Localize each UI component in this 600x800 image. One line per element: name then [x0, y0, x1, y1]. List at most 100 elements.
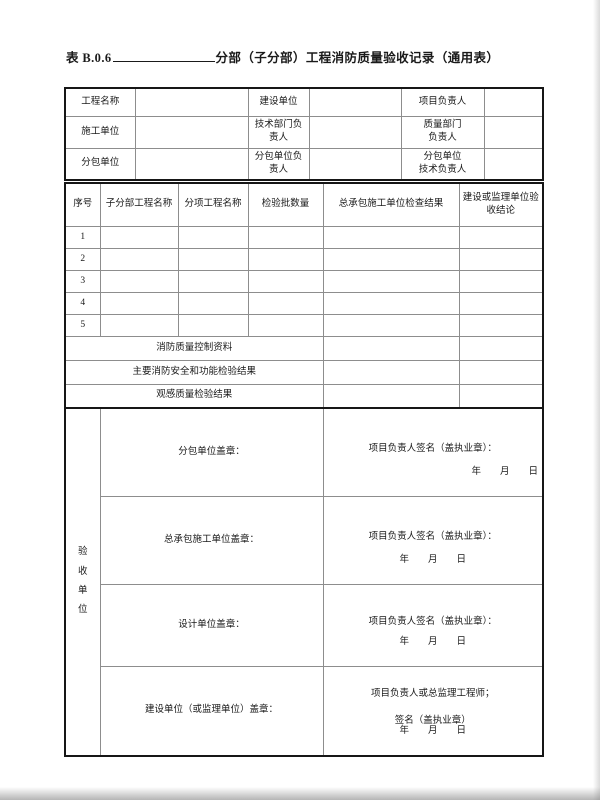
- cell-conclusion: [458, 313, 544, 337]
- label-project-name: 工程名称: [64, 87, 136, 117]
- sign-label: 项目负责人签名（盖执业章）：: [368, 443, 497, 454]
- header-contractor-check-result: 总承包施工单位检查结果: [322, 182, 460, 227]
- items-header-row: 序号 子分部工程名称 分项工程名称 检验批数量 总承包施工单位检查结果 建设或监…: [64, 182, 544, 227]
- value-constructor-unit: [134, 115, 249, 149]
- cell-sub-part: [99, 225, 179, 249]
- cell-item: [177, 291, 249, 315]
- value-tech-dept-leader: [308, 115, 402, 149]
- cell-sub-part: [99, 269, 179, 293]
- cell-item: [177, 269, 249, 293]
- sign-label-line2: 签名（盖执业章）: [394, 715, 471, 726]
- form-title: 表 B.0.6 分部（子分部）工程消防质量验收记录（通用表）: [66, 47, 499, 66]
- header-sub-part-name: 子分部工程名称: [99, 182, 179, 227]
- sign-general-contractor: 项目负责人签名（盖执业章）： 年 月 日: [322, 495, 544, 585]
- item-row-1: 1: [64, 225, 544, 249]
- label-project-leader: 项目负责人: [400, 87, 485, 117]
- cell-conclusion: [458, 247, 544, 271]
- cell-conclusion: [458, 269, 544, 293]
- cell-batch: [247, 269, 324, 293]
- cell-conclusion: [458, 335, 544, 361]
- value-project-leader: [483, 87, 544, 117]
- seq-no: 3: [64, 269, 101, 293]
- summary-label: 观感质量检验结果: [64, 383, 324, 409]
- item-row-4: 4: [64, 291, 544, 315]
- sign-label: 项目负责人签名（盖执业章）：: [368, 616, 497, 627]
- value-project-name: [134, 87, 249, 117]
- value-subcontract-leader: [308, 147, 402, 181]
- cell-sub-part: [99, 247, 179, 271]
- acceptance-row-construction-or-supervision-unit: 建设单位（或监理单位）盖章： 项目负责人或总监理工程师； 签名（盖执业章） 年 …: [65, 665, 544, 757]
- cell-conclusion: [458, 225, 544, 249]
- label-tech-dept-leader: 技术部门负 责人: [247, 115, 310, 149]
- cell-check-result: [322, 291, 460, 315]
- project-info-table: 工程名称 建设单位 项目负责人 施工单位 技术部门负 责人 质量部门 负责人 分…: [64, 87, 544, 181]
- header-seq-no: 序号: [64, 182, 101, 227]
- cell-batch: [247, 291, 324, 315]
- cell-check-result: [322, 335, 460, 361]
- header-item-name: 分项工程名称: [177, 182, 249, 227]
- cell-item: [177, 225, 249, 249]
- scan-edge-bottom: [0, 787, 600, 800]
- cell-check-result: [322, 313, 460, 337]
- label-subcontract-unit: 分包单位: [64, 147, 136, 181]
- summary-label: 消防质量控制资料: [64, 335, 324, 361]
- sign-design-unit: 项目负责人签名（盖执业章）： 年 月 日: [322, 583, 544, 667]
- info-row-3: 分包单位 分包单位负 责人 分包单位 技术负责人: [64, 147, 544, 181]
- seq-no: 4: [64, 291, 101, 315]
- label-quality-dept-leader: 质量部门 负责人: [400, 115, 485, 149]
- cell-conclusion: [458, 359, 544, 385]
- summary-row-safety-function-results: 主要消防安全和功能检验结果: [64, 359, 544, 385]
- label-subcontract-tech-leader: 分包单位 技术负责人: [400, 147, 485, 181]
- info-row-2: 施工单位 技术部门负 责人 质量部门 负责人: [64, 115, 544, 149]
- inspection-items-table: 序号 子分部工程名称 分项工程名称 检验批数量 总承包施工单位检查结果 建设或监…: [64, 182, 544, 409]
- cell-batch: [247, 247, 324, 271]
- date-line: 年 月 日: [399, 726, 467, 737]
- cell-conclusion: [458, 291, 544, 315]
- cell-check-result: [322, 359, 460, 385]
- date-line: 年 月 日: [399, 554, 467, 565]
- item-row-2: 2: [64, 247, 544, 271]
- sign-subcontractor: 项目负责人签名（盖执业章）： 年 月 日: [322, 407, 544, 497]
- stamp-general-contractor: 总承包施工单位盖章：: [99, 495, 324, 585]
- acceptance-row-subcontractor: 验收单位 分包单位盖章： 项目负责人签名（盖执业章）： 年 月 日: [64, 407, 544, 757]
- cell-batch: [247, 225, 324, 249]
- acceptance-row-general-contractor: 总承包施工单位盖章： 项目负责人签名（盖执业章）： 年 月 日: [65, 495, 544, 585]
- cell-sub-part: [99, 313, 179, 337]
- summary-row-fire-quality-docs: 消防质量控制资料: [64, 335, 544, 361]
- sign-label: 项目负责人或总监理工程师；: [370, 689, 495, 700]
- cell-check-result: [322, 247, 460, 271]
- cell-check-result: [322, 383, 460, 409]
- sign-label: 项目负责人签名（盖执业章）：: [368, 531, 497, 542]
- info-row-1: 工程名称 建设单位 项目负责人: [64, 87, 544, 117]
- form-code: 表 B.0.6: [66, 51, 112, 65]
- cell-sub-part: [99, 291, 179, 315]
- cell-check-result: [322, 269, 460, 293]
- value-subcontract-unit: [134, 147, 249, 181]
- item-row-5: 5: [64, 313, 544, 337]
- acceptance-group-label: 验收单位: [64, 407, 101, 757]
- vertical-label-text: 验收单位: [77, 547, 88, 616]
- cell-check-result: [322, 225, 460, 249]
- seq-no: 5: [64, 313, 101, 337]
- stamp-construction-or-supervision-unit: 建设单位（或监理单位）盖章：: [99, 665, 324, 757]
- label-subcontract-leader: 分包单位负 责人: [247, 147, 310, 181]
- date-line: 年 月 日: [399, 636, 467, 647]
- stamp-design-unit: 设计单位盖章：: [99, 583, 324, 667]
- summary-label: 主要消防安全和功能检验结果: [64, 359, 324, 385]
- cell-conclusion: [458, 383, 544, 409]
- acceptance-signature-table: 验收单位 分包单位盖章： 项目负责人签名（盖执业章）： 年 月 日 总承包施工单…: [64, 407, 544, 757]
- scan-edge-right: [593, 0, 600, 800]
- value-subcontract-tech-leader: [483, 147, 544, 181]
- header-acceptance-conclusion: 建设或监理单位验 收结论: [458, 182, 544, 227]
- summary-row-appearance-results: 观感质量检验结果: [64, 383, 544, 409]
- sign-construction-or-supervision-unit: 项目负责人或总监理工程师； 签名（盖执业章） 年 月 日: [322, 665, 544, 757]
- acceptance-row-design-unit: 设计单位盖章： 项目负责人签名（盖执业章）： 年 月 日: [65, 583, 544, 667]
- seq-no: 2: [64, 247, 101, 271]
- date-line: 年 月 日: [471, 466, 538, 477]
- header-batch-count: 检验批数量: [247, 182, 324, 227]
- label-constructor-unit: 施工单位: [64, 115, 136, 149]
- cell-item: [177, 247, 249, 271]
- stamp-subcontractor: 分包单位盖章：: [99, 407, 324, 497]
- title-blank-underline: [112, 59, 215, 62]
